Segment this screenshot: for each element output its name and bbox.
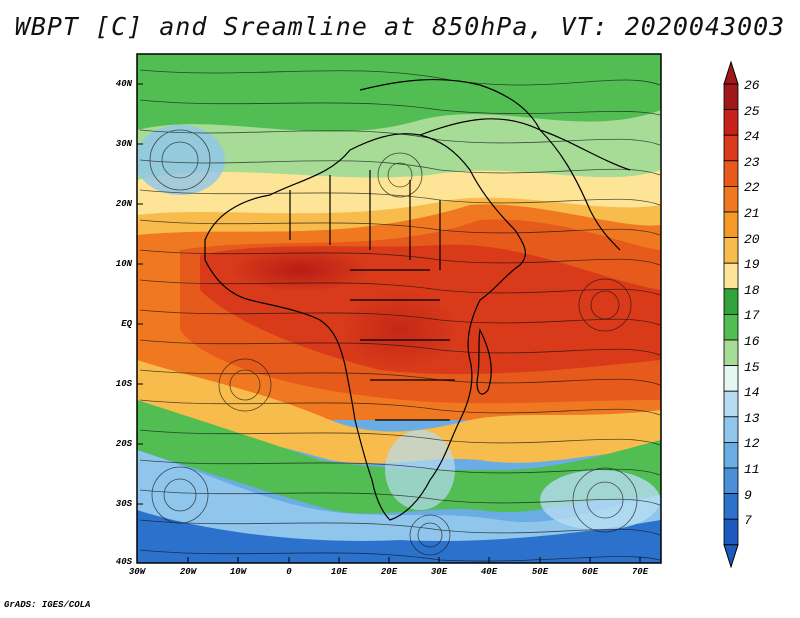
lon-label: 10E bbox=[330, 567, 348, 577]
lat-label: EQ bbox=[121, 319, 132, 329]
colorbar-segment bbox=[723, 262, 739, 290]
colorbar-segment bbox=[723, 288, 739, 315]
colorbar-segment bbox=[723, 134, 739, 162]
colorbar-label: 20 bbox=[744, 231, 760, 247]
lat-label: 20N bbox=[115, 199, 132, 209]
footer-credit: GrADS: IGES/COLA bbox=[4, 600, 91, 610]
colorbar-label: 7 bbox=[744, 513, 752, 529]
colorbar-segment bbox=[723, 237, 739, 264]
colorbar-segment bbox=[723, 83, 739, 111]
lat-label: 10N bbox=[115, 259, 132, 269]
colorbar-segment bbox=[723, 390, 739, 418]
lat-label: 20S bbox=[115, 439, 132, 449]
lon-label: 70E bbox=[631, 567, 649, 577]
map-title: WBPT [C] and Sreamline at 850hPa, VT: 20… bbox=[14, 12, 786, 41]
colorbar-label: 26 bbox=[744, 78, 760, 93]
colorbar-label: 22 bbox=[744, 180, 760, 196]
colorbar-label: 23 bbox=[744, 154, 760, 170]
colorbar-segment bbox=[723, 467, 739, 495]
colorbar-segment bbox=[723, 160, 739, 187]
colorbar-bottom-arrow bbox=[723, 544, 739, 569]
colorbar-segment bbox=[723, 185, 739, 213]
colorbar-segment bbox=[723, 211, 739, 239]
lon-label: 20E bbox=[380, 567, 398, 577]
colorbar-segment bbox=[723, 416, 739, 443]
lon-label: 60E bbox=[581, 567, 599, 577]
lon-label: 10W bbox=[229, 567, 247, 577]
lon-label: 40E bbox=[480, 567, 498, 577]
colorbar-label: 21 bbox=[744, 206, 760, 221]
colorbar-label: 19 bbox=[744, 257, 760, 273]
colorbar-label: 16 bbox=[744, 334, 760, 349]
colorbar-label: 24 bbox=[744, 129, 760, 145]
colorbar-label: 14 bbox=[744, 385, 760, 401]
colorbar-segment bbox=[723, 518, 739, 546]
colorbar-segment bbox=[723, 339, 739, 367]
colorbar-segment bbox=[723, 109, 739, 136]
lon-label: 50E bbox=[531, 567, 549, 577]
map-frame bbox=[136, 53, 662, 564]
colorbar-label: 9 bbox=[744, 487, 752, 503]
colorbar-segment bbox=[723, 313, 739, 341]
wbpt-field bbox=[137, 54, 661, 563]
colorbar-label: 17 bbox=[744, 308, 760, 324]
lat-label: 10S bbox=[115, 379, 132, 389]
colorbar-label: 15 bbox=[744, 359, 760, 375]
lat-label: 40S bbox=[115, 557, 132, 567]
colorbar-label: 13 bbox=[744, 410, 760, 426]
lon-label: 0 bbox=[286, 567, 292, 577]
colorbar-label: 18 bbox=[744, 282, 760, 298]
colorbar-label: 25 bbox=[744, 103, 760, 119]
lat-label: 30S bbox=[115, 499, 132, 509]
colorbar-segment bbox=[723, 441, 739, 469]
lat-label: 40N bbox=[115, 79, 132, 89]
colorbar-segment bbox=[723, 493, 739, 520]
lon-label: 20W bbox=[179, 567, 197, 577]
lon-label: 30E bbox=[430, 567, 448, 577]
colorbar-top-arrow bbox=[723, 60, 739, 85]
colorbar-label: 12 bbox=[744, 436, 760, 452]
lat-label: 30N bbox=[115, 139, 132, 149]
colorbar-label: 11 bbox=[744, 462, 760, 477]
colorbar-segment bbox=[723, 365, 739, 392]
lon-label: 30W bbox=[128, 567, 146, 577]
